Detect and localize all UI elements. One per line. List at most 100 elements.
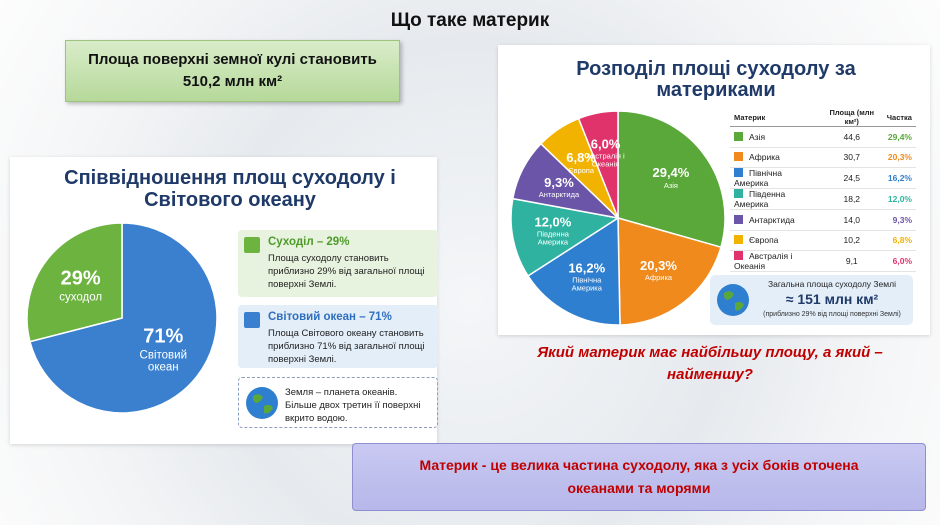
slice-label: 9,3% Антарктида [539, 176, 579, 200]
cell-text: Азія [749, 131, 766, 142]
slice-name: Африка [644, 273, 673, 283]
table-cell: 10,2 [820, 230, 883, 251]
table-cell: Антарктида [730, 209, 821, 231]
slice-value: 9,3% [544, 174, 574, 190]
summary-box: Загальна площа суходолу Землі ≈ 151 млн … [710, 275, 913, 325]
question: Який материк має найбільшу площу, а який… [537, 344, 883, 383]
table-cell: 29,4% [882, 126, 916, 148]
table-cell: 6,8% [882, 230, 916, 251]
table-row: Європа 10,2 6,8% [730, 230, 916, 251]
slice-name: Антарктида [538, 190, 580, 200]
row-swatch [734, 235, 743, 245]
cell-text: 9,3% [892, 214, 912, 225]
table-cell: 6,0% [882, 250, 916, 272]
table-header: Материк Площа (млн км²) Частка [730, 108, 916, 127]
slice-label: 71% Світовий океан [128, 325, 198, 374]
cell-text: 30,7 [843, 152, 861, 163]
slice-value: 16,2% [568, 259, 606, 275]
slice-value: 20,3% [640, 257, 677, 273]
globe-icon [246, 387, 278, 419]
table-cell: Австралія і Океанія [730, 250, 821, 272]
cell-text: Південна Америка [734, 189, 786, 209]
slice-value: 71% [143, 325, 184, 348]
pie-slice [617, 110, 726, 249]
summary-note: (приблизно 29% від площі поверхні Землі) [763, 311, 901, 318]
note-box: Земля – планета океанів. Більше двох тре… [238, 377, 438, 428]
cell-text: 14,0 [843, 214, 861, 225]
table-cell: 16,2% [882, 167, 916, 189]
table-cell: Європа [730, 230, 821, 251]
legend-swatch [244, 312, 260, 328]
summary-value: ≈ 151 млн км² [785, 291, 879, 307]
legend-text: Площа Світового океану становить приблиз… [268, 328, 425, 365]
row-swatch [734, 168, 743, 177]
cell-text: Північна Америка [734, 168, 782, 188]
table-cell: 24,5 [820, 167, 883, 189]
table-cell: Південна Америка [730, 188, 821, 210]
slice-name: Азія [663, 180, 678, 190]
legend-item: Суходіл – 29% Площа суходолу становить п… [238, 230, 438, 297]
cell-text: 10,2 [843, 235, 861, 246]
table-cell: 20,3% [882, 147, 916, 168]
table-row: Північна Америка 24,5 16,2% [730, 167, 916, 189]
row-swatch [734, 214, 743, 224]
slice-value: 29,4% [652, 165, 690, 181]
slice-name: Європа [568, 165, 595, 175]
row-swatch [734, 152, 743, 162]
table-row: Африка 30,7 20,3% [730, 147, 916, 168]
slice-name: Світовий океан [139, 349, 188, 374]
row-swatch [734, 131, 743, 141]
cell-text: 44,6 [843, 131, 861, 142]
legend-text: Площа суходолу становить приблизно 29% в… [268, 253, 425, 290]
globe-icon [717, 284, 749, 316]
table-cell: 30,7 [820, 147, 883, 168]
cell-text: 6,8% [892, 235, 912, 246]
pie-slice [526, 216, 621, 326]
row-swatch [734, 189, 743, 198]
slice-label: 6,0% Австралія і Океанія [578, 137, 633, 168]
row-swatch [734, 251, 743, 260]
table-cell: 12,0% [882, 188, 916, 210]
slice-value: 6,8% [566, 150, 596, 166]
pie-slice [29, 222, 218, 414]
slice-name: Південна Америка [536, 229, 569, 247]
table-cell: Північна Америка [730, 167, 821, 189]
slice-label: 29,4% Азія [652, 166, 689, 190]
header-cell: Площа (млн км²) [820, 108, 883, 127]
table-cell: 9,1 [820, 250, 883, 272]
panel-title: Розподіл площі суходолу за материками [576, 58, 856, 101]
cell-text: 9,1 [845, 256, 858, 266]
cell-text: 12,0% [887, 194, 912, 204]
cell-text: 18,2 [843, 194, 861, 204]
cell-text: 20,3% [887, 152, 912, 163]
table-row: Південна Америка 18,2 12,0% [730, 188, 916, 210]
legend-title: Світовий океан – 71% [268, 311, 392, 323]
slice-name: суходол [59, 291, 103, 304]
table-row: Азія 44,6 29,4% [730, 126, 916, 148]
slice-value: 12,0% [534, 214, 572, 230]
legend-title: Суходіл – 29% [268, 236, 350, 248]
cell-text: 24,5 [843, 173, 861, 183]
legend-swatch [244, 237, 260, 253]
table-cell: 44,6 [820, 126, 883, 148]
slide-title: Що таке материк [390, 10, 550, 31]
slice-label: 20,3% Африка [640, 259, 677, 283]
cell-text: Європа [749, 235, 779, 246]
definition: Материк - це велика частина суходолу, як… [352, 443, 926, 511]
table-cell: 14,0 [820, 209, 883, 231]
pie-slice [577, 110, 619, 219]
slice-name: Австралія і Океанія [586, 151, 625, 169]
table-cell: Азія [730, 126, 821, 148]
slice-label: 6,8% Європа [566, 151, 596, 175]
table-cell: Африка [730, 147, 821, 168]
pie-slice [510, 197, 620, 277]
table-row: Австралія і Океанія 9,1 6,0% [730, 250, 916, 272]
slice-value: 6,0% [590, 136, 621, 152]
slice-name: Північна Америка [571, 275, 602, 293]
slice-label: 12,0% Південна Америка [525, 215, 580, 246]
slice-label: 29% суходол [59, 268, 103, 304]
pie-slice [26, 222, 123, 343]
cell-text: Австралія і Океанія [734, 251, 793, 271]
